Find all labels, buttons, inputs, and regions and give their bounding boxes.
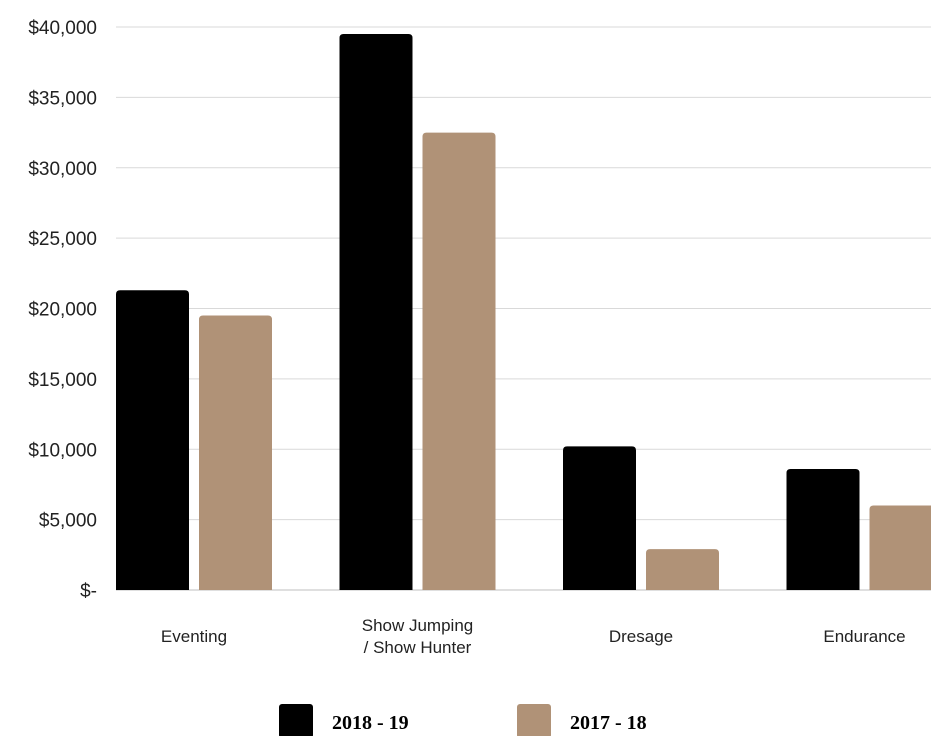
y-tick-label: $15,000 [28, 370, 97, 391]
bar [786, 468, 860, 590]
y-tick-label: $5,000 [39, 511, 97, 532]
x-category-label: Dresage [609, 627, 673, 646]
legend-swatch [517, 704, 551, 736]
legend-label: 2018 - 19 [332, 712, 409, 734]
y-tick-label: $- [80, 581, 97, 602]
y-tick-label: $20,000 [28, 300, 97, 321]
x-category-label: Endurance [823, 627, 905, 646]
y-tick-label: $40,000 [28, 18, 97, 39]
bar [422, 132, 496, 590]
legend-swatch [279, 704, 313, 736]
legend: 2018 - 19 2017 - 18 [279, 704, 647, 736]
y-tick-label: $10,000 [28, 440, 97, 461]
bar [563, 446, 636, 590]
bar [339, 34, 413, 591]
bar [116, 290, 189, 590]
y-axis-ticks: $- $5,000 $10,000 $15,000 $20,000 $25,000 $30,… [28, 18, 97, 602]
x-category-label: / Show Hunter [364, 638, 472, 657]
y-tick-label: $35,000 [28, 88, 97, 109]
y-tick-label: $30,000 [28, 159, 97, 180]
bar [199, 315, 272, 590]
bar [646, 549, 719, 590]
x-category-label: Show Jumping [362, 616, 474, 635]
x-axis-categories: Eventing Show Jumping / Show Hunter Dresage… [161, 616, 906, 657]
bars [116, 34, 931, 591]
y-tick-label: $25,000 [28, 229, 97, 250]
legend-label: 2017 - 18 [570, 712, 647, 734]
x-category-label: Eventing [161, 627, 227, 646]
bar [869, 505, 931, 590]
